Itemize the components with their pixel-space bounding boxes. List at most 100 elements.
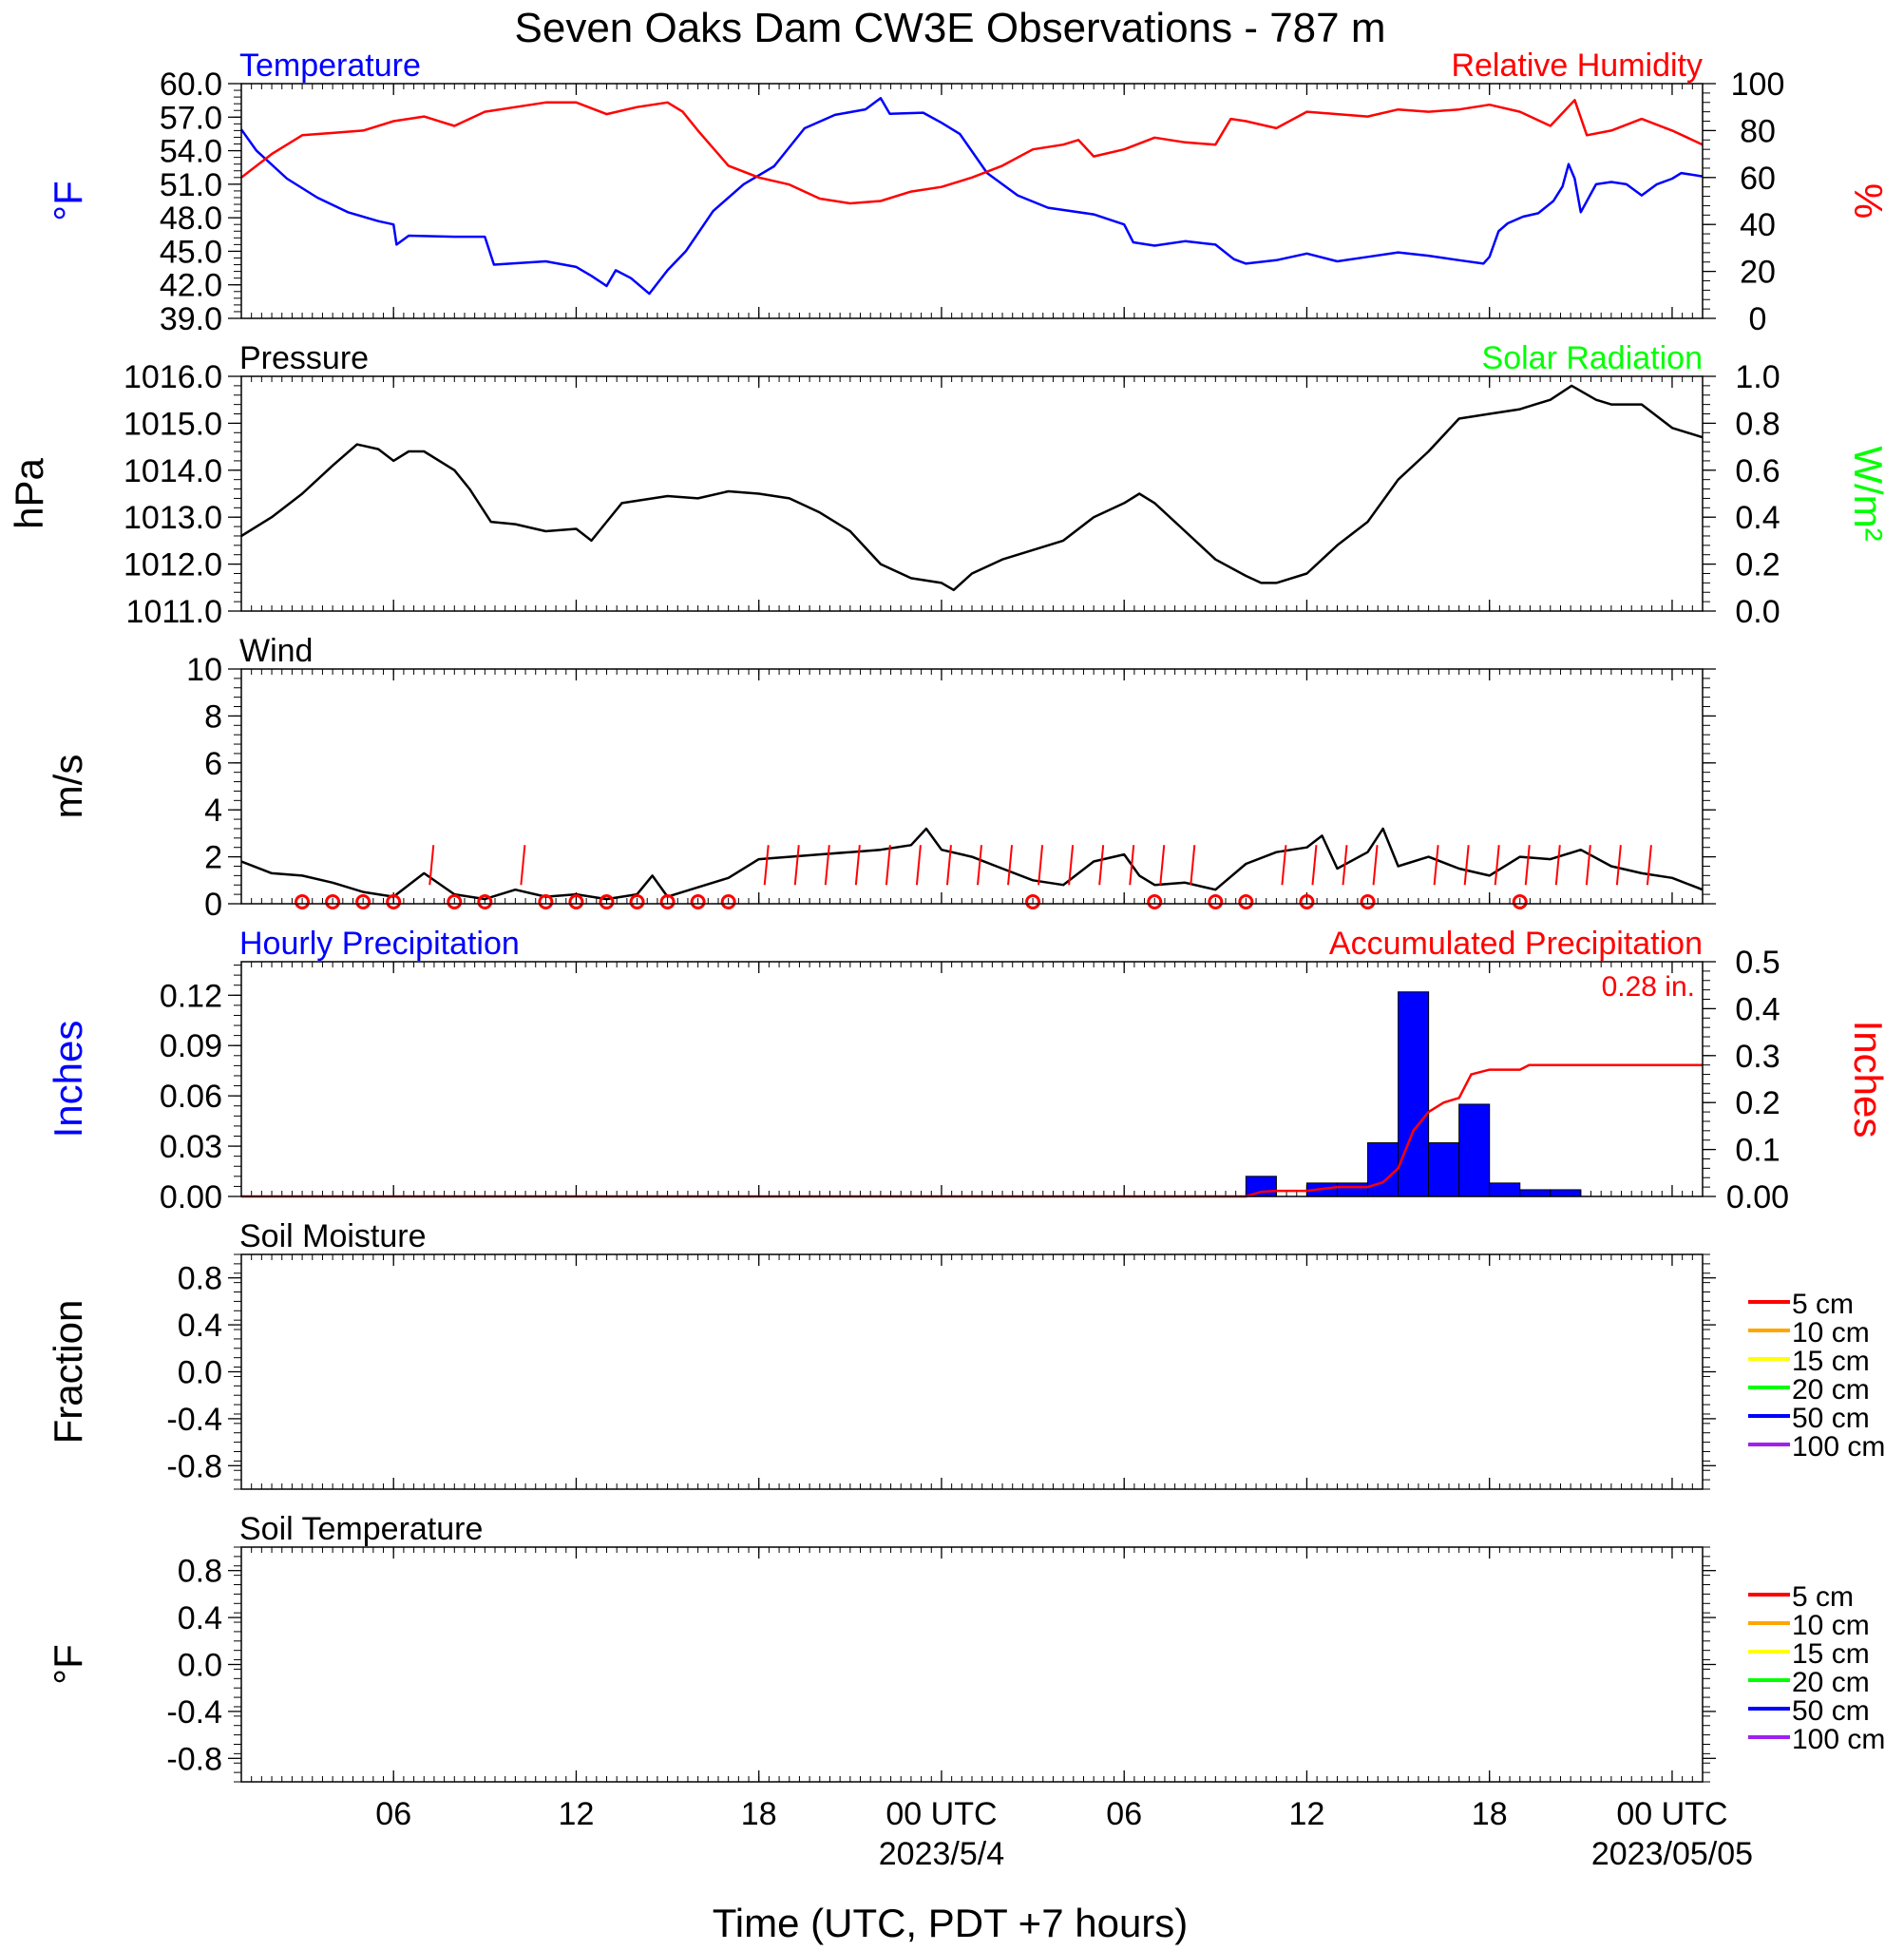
y-left-tick-label: 0.06: [160, 1079, 222, 1115]
y-left-tick-label: 0.0: [178, 1648, 222, 1684]
y-right-tick-label: 0.4: [1735, 991, 1780, 1027]
y-right-tick-label: 40: [1740, 207, 1776, 243]
precip-bar: [1458, 1103, 1491, 1197]
y-left-tick-label: 0.4: [178, 1600, 222, 1636]
y-right-axis-label: Inches: [1846, 1021, 1891, 1138]
calm-wind-marker: [1025, 894, 1041, 909]
precip-bar: [1398, 991, 1430, 1197]
legend-label: 15 cm: [1792, 1346, 1870, 1377]
y-right-tick-label: 0.00: [1726, 1179, 1789, 1215]
calm-wind-marker: [599, 894, 615, 909]
y-right-tick-label: 0.5: [1735, 945, 1780, 981]
y-left-tick-label: 39.0: [160, 301, 222, 337]
wind-barb: [1068, 845, 1075, 886]
y-left-tick-label: 60.0: [160, 67, 222, 103]
panel-title-right: Solar Radiation: [1482, 340, 1703, 376]
y-left-axis-label: °F: [46, 181, 90, 220]
y-right-tick-label: 80: [1740, 113, 1776, 149]
y-right-tick-label: 0: [1749, 301, 1767, 337]
series-line-relative-humidity: [240, 99, 1704, 205]
series-line-pressure: [240, 384, 1704, 592]
plot-frame: [240, 1253, 1704, 1490]
calm-wind-marker: [447, 894, 463, 909]
precip-bar: [1519, 1189, 1552, 1197]
y-left-tick-label: 42.0: [160, 268, 222, 304]
precip-bar: [1245, 1176, 1277, 1197]
legend-label: 5 cm: [1792, 1581, 1854, 1613]
panel-title-left: Hourly Precipitation: [239, 926, 520, 962]
panel-title-left: Wind: [239, 633, 313, 669]
legend-label: 50 cm: [1792, 1403, 1870, 1434]
calm-wind-marker: [568, 894, 584, 909]
y-right-tick-label: 0.2: [1735, 1085, 1780, 1121]
y-left-tick-label: 0.12: [160, 978, 222, 1014]
wind-barb: [824, 845, 830, 886]
calm-wind-marker: [1299, 894, 1315, 909]
wind-barb: [520, 845, 526, 886]
accumulated-precip-line: [241, 1063, 1703, 1198]
calm-wind-marker: [538, 894, 554, 909]
y-left-axis-label: m/s: [46, 755, 90, 819]
y-left-tick-label: -0.8: [166, 1741, 222, 1777]
y-right-tick-label: 0.2: [1735, 547, 1780, 583]
y-left-tick-label: 10: [186, 652, 222, 688]
wind-barb: [1190, 845, 1196, 886]
calm-wind-marker: [1360, 894, 1376, 909]
legend-label: 5 cm: [1792, 1289, 1854, 1320]
precip-bar: [1550, 1189, 1582, 1197]
calm-wind-marker: [477, 894, 493, 909]
plot-frame: [240, 83, 1704, 319]
y-left-tick-label: 6: [204, 746, 222, 782]
x-tick-label: 00 UTC: [885, 1796, 997, 1832]
wind-barb: [428, 845, 435, 886]
panel-temp_rh: 39.042.045.048.051.054.057.060.0 0 20 40 60 8…: [46, 48, 1891, 337]
y-left-tick-label: 2: [204, 840, 222, 876]
y-left-tick-label: 0.00: [160, 1179, 222, 1215]
legend-label: 20 cm: [1792, 1374, 1870, 1406]
y-left-tick-label: 48.0: [160, 201, 222, 237]
wind-barb: [1554, 845, 1561, 886]
y-right-tick-label: 100: [1731, 67, 1785, 103]
wind-barb: [1129, 845, 1135, 886]
y-left-tick-label: 0: [204, 887, 222, 923]
calm-wind-marker: [325, 894, 341, 909]
legend-label: 100 cm: [1792, 1724, 1885, 1755]
accumulated-total-label: 0.28 in.: [1602, 971, 1695, 1003]
x-axis-label: Time (UTC, PDT +7 hours): [713, 1901, 1189, 1945]
y-right-tick-label: 0.3: [1735, 1039, 1780, 1075]
y-left-tick-label: 45.0: [160, 234, 222, 270]
panel-pressure_solar: 1011.0 1012.0 1013.0 1014.0 1015.0 1016.0 0.0 0…: [7, 340, 1891, 630]
panel-title-left: Soil Temperature: [239, 1511, 483, 1547]
panel-title-right: Accumulated Precipitation: [1329, 926, 1703, 962]
y-left-tick-label: 51.0: [160, 167, 222, 203]
wind-barb: [1433, 845, 1439, 886]
panel-soil_temp: -0.8 -0.4 0.0 0.4 0.8 Soil Temperature °F: [46, 1511, 1716, 1783]
wind-barb: [945, 845, 952, 886]
x-tick-label: 18: [1472, 1796, 1508, 1832]
calm-wind-marker: [690, 894, 706, 909]
calm-wind-marker: [1512, 894, 1528, 909]
precip-bar: [1337, 1182, 1369, 1197]
y-left-tick-label: 0.8: [178, 1261, 222, 1297]
y-left-tick-label: -0.4: [166, 1694, 222, 1731]
y-right-axis-label: W/m²: [1846, 446, 1891, 541]
series-line-temperature: [239, 97, 1704, 296]
x-axis: 06 12 18 00 UTC 2023/5/4 06 12 18 00 UTC 2023/05/…: [375, 1796, 1753, 1872]
plot-frame: [240, 1546, 1704, 1783]
calm-wind-marker: [1238, 894, 1254, 909]
panel-title-left: Soil Moisture: [239, 1218, 427, 1254]
wind-barb: [885, 845, 891, 886]
panel-wind: 0 2 4 6 8 10 Wind m/s: [46, 633, 1716, 923]
legend-label: 10 cm: [1792, 1610, 1870, 1641]
wind-barb: [1038, 845, 1044, 886]
wind-barb: [1159, 845, 1166, 886]
y-left-tick-label: 1015.0: [124, 406, 222, 442]
panels: 39.042.045.048.051.054.057.060.002040608…: [7, 48, 1891, 1783]
wind-barb: [1646, 845, 1652, 886]
panel-title-left: Pressure: [239, 340, 369, 376]
y-right-tick-label: 1.0: [1735, 359, 1780, 395]
y-left-axis-label: Fraction: [46, 1300, 90, 1444]
y-left-tick-label: 1013.0: [124, 500, 222, 536]
y-left-tick-label: 1012.0: [124, 547, 222, 583]
